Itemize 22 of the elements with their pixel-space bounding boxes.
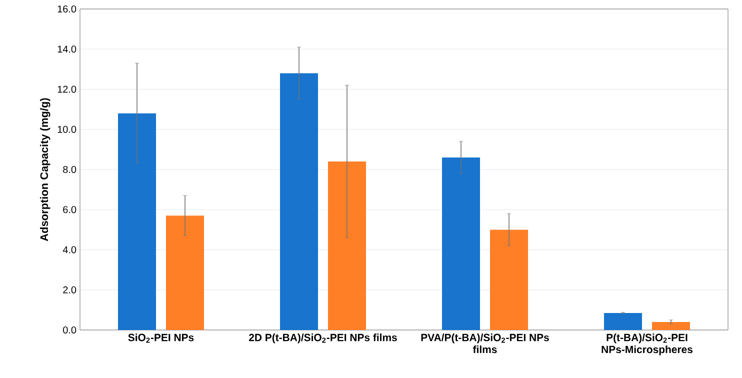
category-label: SiO$_{2}$-PEI NPs (128, 334, 194, 343)
bar (442, 157, 480, 330)
bar (328, 161, 366, 330)
bar (490, 230, 528, 330)
bar (652, 322, 690, 330)
y-tick-label: 0.0 (63, 326, 76, 334)
category-label: P(t-BA)/SiO$_{2}$-PEI NPs-Microspheres (602, 334, 692, 356)
bar (604, 312, 642, 330)
y-tick-label: 10.0 (58, 126, 76, 133)
y-tick-label: 4.0 (62, 246, 76, 254)
y-tick-label: 6.0 (63, 206, 76, 214)
y-tick-label: 2.0 (63, 286, 76, 294)
y-axis-title: Adsorption Capacity (mg/g) (40, 98, 50, 242)
y-tick-label: 14.0 (58, 46, 76, 53)
bar (166, 216, 204, 330)
y-tick-label: 8.0 (63, 166, 76, 174)
y-tick-label: 12.0 (58, 86, 76, 93)
bar (280, 73, 318, 330)
bar (118, 113, 156, 330)
category-label: PVA/P(t-BA)/SiO$_{2}$-PEI NPs films (421, 334, 549, 354)
y-tick-label: 16.0 (58, 5, 76, 13)
category-label: 2D P(t-BA)/SiO$_{2}$-PEI NPs films (249, 334, 397, 344)
